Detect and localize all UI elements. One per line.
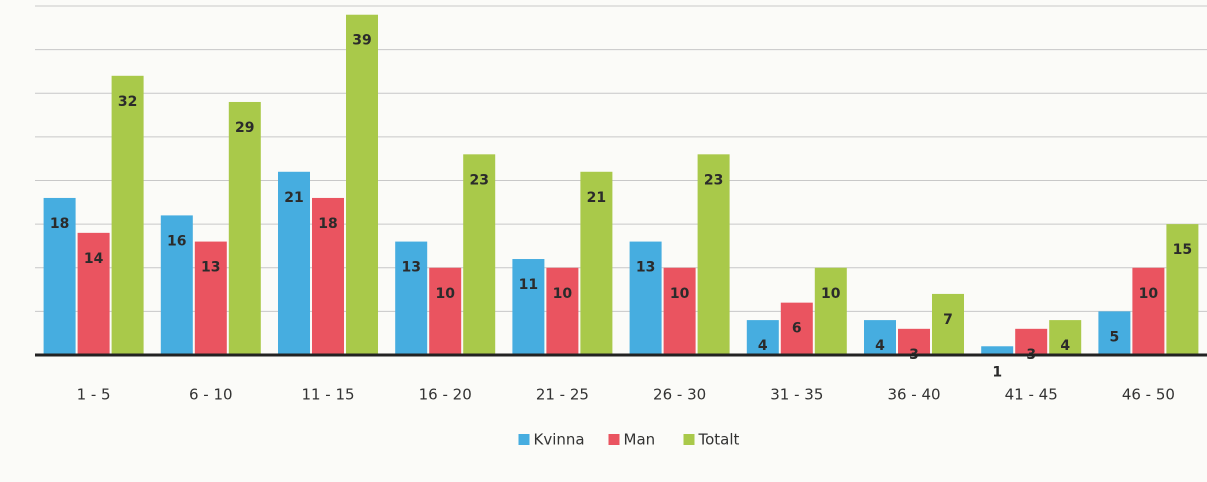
bar (780, 302, 813, 355)
bar (512, 259, 545, 355)
bar (898, 328, 930, 355)
bar (278, 171, 310, 355)
bar (43, 197, 76, 355)
legend-swatch (683, 434, 695, 445)
bar (546, 267, 579, 355)
bar (77, 232, 110, 355)
value-label: 14 (84, 251, 104, 267)
value-label: 29 (235, 120, 254, 136)
bar (194, 241, 227, 355)
legend-label: Man (624, 431, 656, 449)
value-label: 13 (201, 260, 220, 276)
x-tick-label: 46 - 50 (1122, 386, 1175, 404)
legend-swatch (608, 434, 620, 445)
bar (312, 197, 344, 355)
x-tick-label: 21 - 25 (536, 386, 589, 404)
legend-label: Kvinna (534, 431, 585, 449)
bar (1132, 267, 1165, 355)
value-label: 15 (1173, 242, 1192, 258)
x-tick-label: 11 - 15 (301, 386, 354, 404)
value-label: 10 (435, 286, 455, 302)
legend-swatch (518, 434, 530, 445)
value-label: 11 (519, 277, 538, 293)
x-tick-label: 16 - 20 (419, 386, 472, 404)
bar (864, 320, 896, 355)
bar (746, 320, 779, 355)
value-label: 10 (821, 286, 841, 302)
value-label: 21 (284, 190, 303, 206)
x-tick-label: 26 - 30 (653, 386, 706, 404)
x-tick-label: 41 - 45 (1005, 386, 1058, 404)
value-label: 4 (758, 338, 768, 354)
x-tick-label: 36 - 40 (887, 386, 940, 404)
bar (663, 267, 696, 355)
value-label: 32 (118, 94, 137, 110)
value-label: 10 (553, 286, 573, 302)
bar (1098, 311, 1131, 355)
value-label: 39 (352, 33, 371, 49)
bar (814, 267, 847, 355)
bar (463, 154, 496, 355)
value-label: 6 (792, 321, 802, 337)
value-label: 10 (670, 286, 690, 302)
value-label: 4 (875, 338, 885, 354)
value-label: 1 (992, 364, 1002, 380)
value-label: 18 (318, 216, 337, 232)
bar (1049, 320, 1082, 355)
value-label: 21 (587, 190, 606, 206)
x-tick-label: 31 - 35 (770, 386, 823, 404)
value-label: 13 (636, 260, 655, 276)
bar (395, 241, 428, 355)
bar (629, 241, 662, 355)
bar (429, 267, 462, 355)
bar (228, 101, 261, 355)
x-tick-label: 1 - 5 (77, 386, 111, 404)
legend-label: Totalt (698, 431, 740, 449)
bar (1015, 328, 1048, 355)
bar (346, 14, 378, 355)
bar (697, 154, 730, 355)
bar (1166, 224, 1199, 355)
bar (580, 171, 613, 355)
bar (932, 293, 964, 355)
value-label: 5 (1110, 329, 1120, 345)
bar (111, 75, 144, 356)
value-label: 16 (167, 233, 186, 249)
value-label: 10 (1139, 286, 1159, 302)
value-label: 13 (401, 260, 420, 276)
value-label: 18 (50, 216, 69, 232)
bar (981, 346, 1014, 355)
bar (160, 215, 193, 355)
value-label: 23 (704, 172, 723, 188)
value-label: 7 (943, 312, 953, 328)
x-tick-label: 6 - 10 (189, 386, 233, 404)
value-label: 4 (1060, 338, 1070, 354)
value-label: 23 (469, 172, 488, 188)
